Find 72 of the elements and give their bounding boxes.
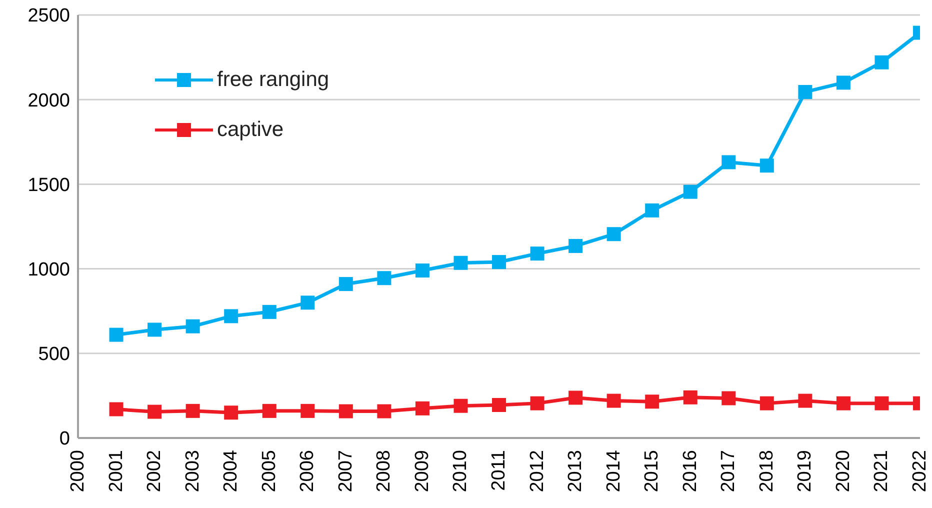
x-tick-label: 2015 xyxy=(642,450,663,492)
point xyxy=(568,390,583,405)
point xyxy=(606,227,621,242)
point xyxy=(300,296,315,310)
point xyxy=(722,391,736,406)
point xyxy=(874,396,889,410)
y-tick-label: 0 xyxy=(59,428,70,450)
y-tick-label: 2000 xyxy=(28,90,70,112)
x-tick-label: 2004 xyxy=(220,450,242,492)
point xyxy=(377,271,392,286)
x-tick-label: 2011 xyxy=(488,450,510,491)
point xyxy=(186,319,200,334)
x-tick-label: 2010 xyxy=(450,450,472,492)
x-tick-label: 2009 xyxy=(412,450,433,492)
point xyxy=(415,263,430,278)
point xyxy=(338,404,353,418)
point xyxy=(683,390,698,404)
point xyxy=(262,404,276,418)
x-tick-label: 2012 xyxy=(526,450,548,492)
x-tick-label: 2022 xyxy=(910,450,930,492)
point xyxy=(645,203,660,218)
point xyxy=(224,309,238,324)
point xyxy=(454,256,468,270)
point xyxy=(606,394,621,408)
x-tick-label: 2018 xyxy=(756,450,778,492)
point xyxy=(492,255,506,270)
point xyxy=(148,404,162,419)
x-tick-label: 2007 xyxy=(335,450,356,492)
point xyxy=(109,402,124,416)
point xyxy=(300,404,315,418)
x-tick-label: 2005 xyxy=(258,450,280,492)
y-tick-label: 2500 xyxy=(28,6,70,27)
legend-label: captive xyxy=(217,118,284,142)
point xyxy=(186,404,200,418)
x-tick-label: 2017 xyxy=(718,450,740,492)
point xyxy=(722,155,736,170)
point xyxy=(454,398,468,413)
point xyxy=(760,158,774,173)
point xyxy=(836,396,850,410)
point xyxy=(874,55,889,70)
point xyxy=(798,84,812,99)
point xyxy=(760,396,774,410)
x-tick-label: 2006 xyxy=(297,450,318,492)
point xyxy=(530,246,544,261)
x-tick-label: 2014 xyxy=(603,450,624,492)
x-tick-label: 2020 xyxy=(832,450,854,492)
point xyxy=(836,76,850,90)
legend-label: free ranging xyxy=(217,68,330,92)
x-tick-label: 2003 xyxy=(182,450,204,492)
point xyxy=(109,328,124,342)
point xyxy=(415,401,430,416)
point xyxy=(262,304,276,319)
point xyxy=(798,394,812,408)
y-tick-label: 1000 xyxy=(28,260,70,281)
point xyxy=(338,277,353,292)
point xyxy=(683,184,698,199)
x-tick-label: 2008 xyxy=(374,450,395,492)
point xyxy=(530,396,544,410)
point xyxy=(568,238,583,253)
point xyxy=(492,398,506,412)
point xyxy=(224,406,238,420)
y-tick-label: 500 xyxy=(38,344,70,366)
x-tick-label: 2001 xyxy=(106,450,127,492)
point xyxy=(148,322,162,337)
point xyxy=(377,404,392,418)
x-tick-label: 2021 xyxy=(871,450,892,492)
point xyxy=(645,394,660,409)
x-tick-label: 2002 xyxy=(144,450,166,492)
x-tick-label: 2019 xyxy=(794,450,816,492)
x-tick-label: 2016 xyxy=(680,450,701,492)
y-tick-label: 1500 xyxy=(28,174,70,196)
x-tick-label: 2013 xyxy=(565,450,586,492)
